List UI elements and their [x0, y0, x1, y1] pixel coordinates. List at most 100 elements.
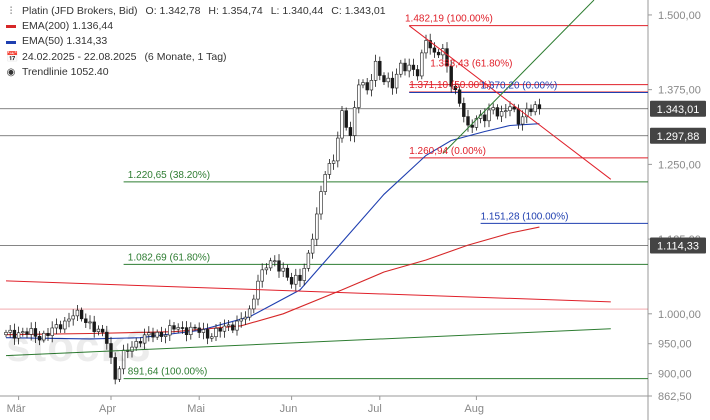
candle-body — [159, 331, 164, 337]
candle-body — [483, 114, 487, 122]
candle-body — [525, 108, 529, 118]
target-icon: ◉ — [6, 66, 16, 78]
candle-body — [273, 260, 277, 263]
candle-body — [520, 116, 525, 125]
candle-body — [487, 109, 491, 122]
level-labels: 1.482,19 (100.00%) 1.383,43 (61.80%) 1.371… — [128, 14, 569, 378]
candle-body — [37, 336, 42, 341]
candle-body — [399, 62, 403, 75]
candle-body — [373, 60, 378, 81]
candle-body — [428, 40, 432, 49]
candle-body — [281, 267, 285, 272]
candle-body — [75, 309, 80, 317]
candle-body — [348, 127, 353, 136]
candle-body — [130, 346, 134, 352]
candle-body — [474, 118, 479, 128]
candle-body — [67, 318, 71, 322]
candle-body — [16, 332, 21, 339]
candle-body — [235, 320, 239, 331]
candle-body — [84, 318, 88, 323]
legend-instrument-row: ⫶ Platin (JFD Brokers, Bid) O: 1.342,78 … — [6, 4, 394, 19]
legend-ema50[interactable]: EMA(50) 1.314,33 — [6, 34, 394, 49]
candle-body — [25, 331, 29, 335]
chart-legend: ⫶ Platin (JFD Brokers, Bid) O: 1.342,78 … — [6, 4, 394, 80]
candle-body — [46, 332, 50, 336]
candle-body — [226, 324, 231, 327]
fib-label: 1.082,69 (61.80%) — [128, 252, 210, 263]
candle-body — [197, 327, 201, 333]
y-tick-label: 1.000,00 — [658, 309, 701, 321]
candle-body — [344, 110, 348, 128]
candle-body — [189, 326, 193, 335]
candle-body — [268, 260, 273, 269]
candle-body — [63, 320, 67, 330]
candle-body — [172, 325, 176, 330]
candle-body — [315, 213, 319, 240]
candle-body — [306, 252, 311, 269]
candle-body — [88, 321, 92, 324]
candle-body — [285, 267, 290, 278]
candle-body — [394, 73, 399, 89]
price-badge-label: 1.343,01 — [657, 104, 700, 116]
candle-body — [361, 82, 365, 86]
fib-label: 1.370,20 (0.00%) — [481, 81, 558, 92]
candle-body — [105, 331, 109, 344]
candle-body — [218, 327, 222, 332]
candle-body — [155, 331, 159, 338]
candle-body — [180, 327, 185, 329]
candle-body — [457, 89, 462, 104]
candle-body — [504, 110, 508, 113]
candle-body — [205, 329, 210, 339]
candle-body — [449, 65, 453, 87]
ohlc-close: C: 1.343,01 — [331, 5, 386, 17]
price-badge-label: 1.114,33 — [657, 240, 699, 252]
candle-body — [302, 268, 306, 281]
x-tick-label: Aug — [464, 403, 484, 415]
candle-body — [453, 86, 458, 91]
candle-body — [516, 108, 521, 125]
ema200-swatch — [6, 25, 16, 29]
calendar-icon: 📅 — [6, 51, 19, 63]
candle-body — [222, 325, 227, 332]
candle-body — [319, 191, 323, 215]
candle-body — [138, 341, 143, 344]
candle-body — [231, 324, 235, 331]
candle-body — [168, 325, 172, 336]
candle-body — [50, 327, 54, 336]
y-tick-label: 900,00 — [658, 369, 692, 381]
candle-body — [512, 106, 516, 110]
legend-trendline[interactable]: ◉ Trendlinie 1052.40 — [6, 65, 394, 80]
candle-body — [239, 318, 243, 322]
fib-label: 1.371,10 (50.00%) — [409, 80, 491, 91]
candle-body — [327, 163, 332, 175]
price-badge-label: 1.297,88 — [657, 131, 700, 143]
candle-body — [294, 274, 298, 285]
watermark: stock3 — [6, 322, 152, 371]
candle-body — [533, 104, 537, 113]
candle-body — [96, 328, 101, 332]
y-tick-label: 1.375,00 — [658, 85, 701, 97]
candle-body — [445, 48, 449, 67]
candle-body — [134, 341, 138, 348]
candle-body — [277, 260, 281, 272]
y-tick-label: 950,00 — [658, 339, 692, 351]
candle-body — [470, 124, 474, 128]
candle-body — [499, 111, 504, 117]
candle-body — [495, 107, 500, 117]
candle-body — [462, 103, 466, 117]
candle-body — [357, 84, 361, 108]
candle-body — [210, 336, 214, 339]
x-tick-label: Mär — [7, 403, 26, 415]
price-badge — [650, 127, 706, 144]
candle-body — [252, 298, 256, 310]
y-tick-label: 862,50 — [658, 391, 692, 403]
candle-body — [264, 267, 269, 271]
ohlc-open: O: 1.342,78 — [145, 5, 201, 17]
trendline — [408, 25, 612, 180]
candle-body — [33, 328, 38, 337]
candle-body — [247, 308, 252, 318]
candle-body — [529, 108, 533, 113]
candle-body — [340, 110, 344, 139]
legend-ema200[interactable]: EMA(200) 1.136,44 — [6, 19, 394, 34]
